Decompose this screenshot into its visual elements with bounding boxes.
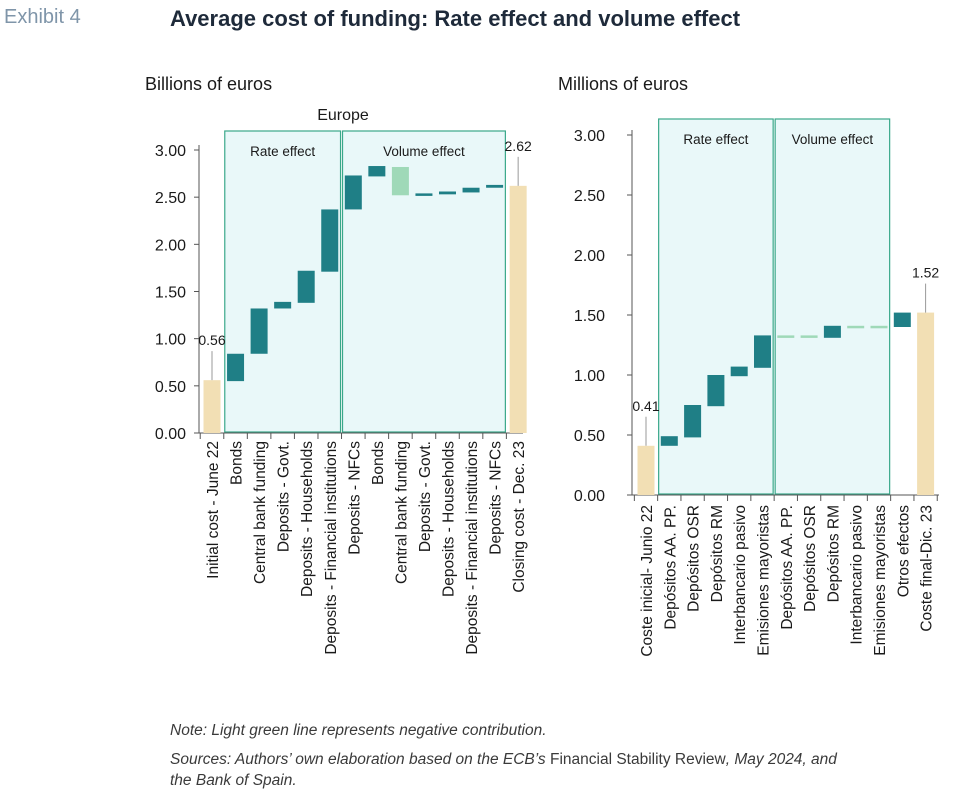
x-category-label: Depósitos AA. PP.	[662, 505, 679, 630]
y-tick-label: 2.50	[155, 190, 186, 207]
x-category-label: Coste inicial- Junio 22	[639, 505, 656, 657]
chart-title: Europe	[317, 107, 369, 124]
group-box-volume	[341, 130, 506, 433]
y-tick-label: 2.00	[574, 248, 605, 265]
waterfall-bar	[707, 375, 725, 407]
group-box-rate	[658, 118, 774, 495]
x-category-label: Deposits - Govt.	[417, 441, 434, 552]
x-category-label: Central bank funding	[252, 441, 269, 584]
sources-text-1: Sources: Authors’ own elaboration based …	[170, 751, 550, 768]
y-tick-label: 2.50	[574, 188, 605, 205]
y-tick-label: 2.00	[155, 237, 186, 254]
x-category-label: Initial cost - June 22	[205, 441, 222, 579]
waterfall-bar	[203, 380, 221, 433]
waterfall-bar	[847, 325, 865, 329]
y-tick-label: 1.00	[574, 368, 605, 385]
y-tick-label: 3.00	[574, 128, 605, 145]
waterfall-bar	[368, 166, 386, 177]
y-tick-label: 0.50	[574, 428, 605, 445]
x-category-label: Emisiones mayoristas	[872, 505, 889, 656]
x-category-label: Deposits - Govt.	[276, 441, 293, 552]
waterfall-bar	[870, 325, 888, 329]
x-category-label: Depósitos RM	[825, 505, 842, 602]
waterfall-bar	[486, 184, 504, 188]
right-chart-unit: Millions of euros	[558, 74, 689, 94]
waterfall-bar	[509, 185, 527, 433]
x-category-label: Depósitos AA. PP.	[779, 505, 796, 630]
x-category-label: Deposits - Households	[441, 441, 458, 597]
data-label: 0.56	[198, 332, 225, 348]
x-category-label: Deposits - Households	[299, 441, 316, 597]
x-category-label: Deposits - Financial institutions	[464, 441, 481, 655]
waterfall-bar	[917, 312, 935, 495]
waterfall-bar	[800, 335, 818, 338]
exhibit-label: Exhibit 4	[4, 6, 81, 28]
x-category-label: Closing cost - Dec. 23	[511, 441, 528, 593]
x-category-label: Central bank funding	[393, 441, 410, 584]
waterfall-bar	[777, 335, 795, 338]
data-label: 0.41	[632, 398, 659, 414]
waterfall-bar	[893, 312, 911, 327]
x-category-label: Deposits - NFCs	[488, 441, 505, 555]
sources-line-2: the Bank of Spain.	[170, 772, 297, 789]
waterfall-bar	[321, 209, 339, 272]
waterfall-bar	[462, 187, 480, 193]
group-label-volume: Volume effect	[383, 144, 465, 159]
waterfall-bar	[391, 166, 409, 196]
x-category-label: Depósitos OSR	[802, 505, 819, 612]
x-category-label: Depósitos OSR	[686, 505, 703, 612]
waterfall-bar	[660, 436, 678, 446]
x-category-label: Interbancario pasivo	[732, 505, 749, 645]
x-category-label: Deposits - Financial institutions	[323, 441, 340, 655]
waterfall-bar	[730, 366, 748, 377]
waterfall-bar	[274, 301, 292, 309]
x-category-label: Deposits - NFCs	[346, 441, 363, 555]
sources-publication: Financial Stability Review	[550, 751, 726, 768]
x-category-label: Emisiones mayoristas	[756, 505, 773, 656]
sources-line-1: Sources: Authors’ own elaboration based …	[170, 751, 837, 769]
y-tick-label: 0.00	[155, 426, 186, 443]
y-tick-label: 1.00	[155, 332, 186, 349]
waterfall-bar	[297, 270, 315, 303]
waterfall-bar	[227, 353, 245, 382]
waterfall-bar	[684, 405, 702, 438]
y-tick-label: 1.50	[155, 285, 186, 302]
waterfall-bar	[754, 335, 771, 368]
left-chart-unit: Billions of euros	[145, 74, 273, 94]
waterfall-bar	[415, 193, 433, 196]
waterfall-bar	[344, 175, 362, 210]
exhibit-title: Average cost of funding: Rate effect and…	[170, 6, 741, 31]
y-tick-label: 0.50	[155, 379, 186, 396]
data-label: 1.52	[912, 265, 939, 281]
waterfall-bar	[439, 191, 456, 195]
y-tick-label: 1.50	[574, 308, 605, 325]
footnote: Note: Light green line represents negati…	[170, 722, 547, 739]
x-category-label: Otros efectos	[895, 505, 912, 597]
y-tick-label: 0.00	[574, 488, 605, 505]
group-box-volume	[774, 118, 891, 495]
group-label-rate: Rate effect	[683, 132, 748, 147]
x-category-label: Bonds	[370, 441, 387, 485]
data-label: 2.62	[505, 138, 532, 154]
waterfall-bar	[823, 325, 841, 338]
group-label-volume: Volume effect	[792, 132, 874, 147]
waterfall-bar	[637, 445, 655, 495]
y-tick-label: 3.00	[155, 143, 186, 160]
x-category-label: Depósitos RM	[709, 505, 726, 602]
group-box-rate	[224, 130, 342, 433]
x-category-label: Bonds	[229, 441, 246, 485]
waterfall-bar	[250, 308, 268, 354]
group-label-rate: Rate effect	[250, 144, 315, 159]
x-category-label: Coste final-Dic. 23	[919, 505, 936, 632]
x-category-label: Interbancario pasivo	[849, 505, 866, 645]
sources-text-2: , May 2024, and	[725, 751, 837, 768]
